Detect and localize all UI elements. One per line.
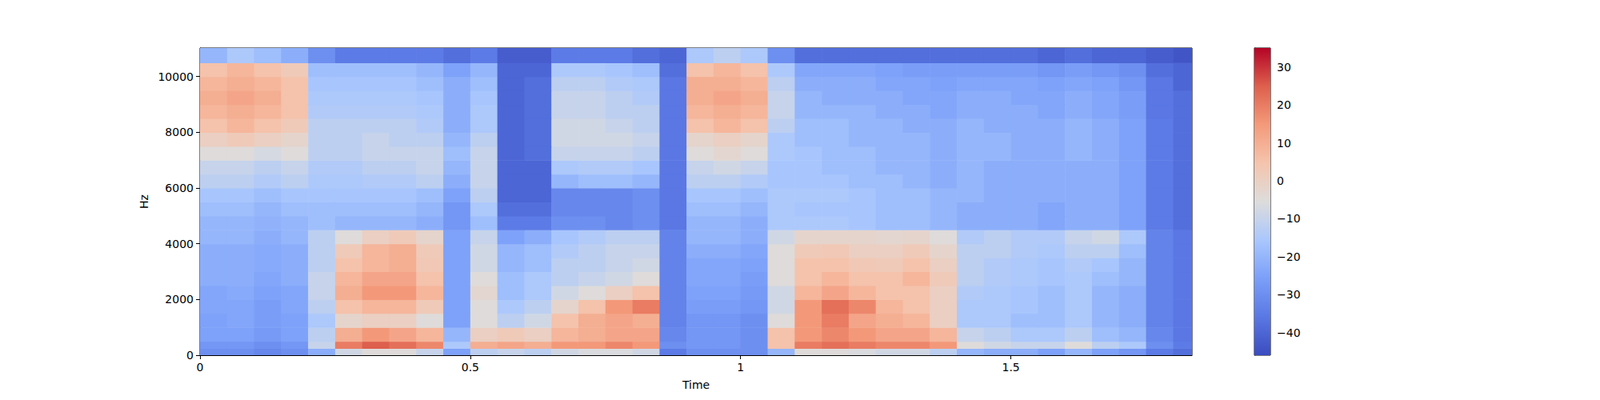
svg-text:4000: 4000 [164,237,194,251]
svg-text:0.5: 0.5 [461,360,480,374]
svg-text:0: 0 [1276,174,1284,188]
svg-text:0: 0 [186,348,194,362]
svg-text:1: 1 [736,360,744,374]
svg-text:−30: −30 [1276,288,1301,301]
svg-text:10: 10 [1276,136,1292,150]
svg-text:2000: 2000 [164,292,194,306]
svg-text:6000: 6000 [164,181,194,195]
svg-text:8000: 8000 [164,125,194,139]
svg-text:Time: Time [681,378,710,392]
svg-text:10000: 10000 [157,70,194,84]
svg-text:30: 30 [1276,60,1292,74]
svg-text:−40: −40 [1276,326,1301,340]
svg-text:20: 20 [1276,98,1292,112]
svg-text:−10: −10 [1276,212,1301,225]
svg-text:0: 0 [196,360,204,374]
svg-text:Hz: Hz [137,194,151,209]
svg-text:−20: −20 [1276,250,1301,264]
svg-text:1.5: 1.5 [1001,360,1020,374]
